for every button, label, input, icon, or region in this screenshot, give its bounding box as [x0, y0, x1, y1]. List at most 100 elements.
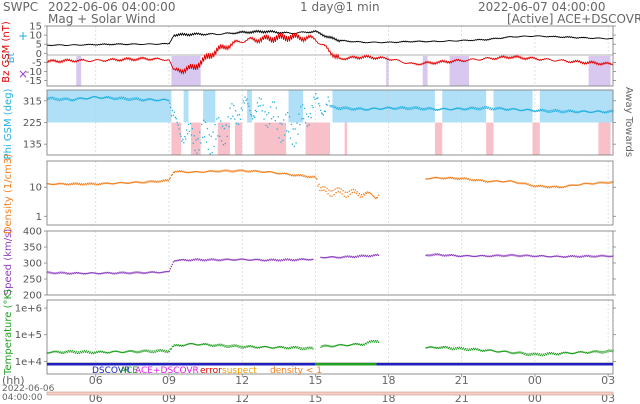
speed-point: [135, 271, 137, 273]
temperature-point: [219, 343, 221, 345]
speed-point: [515, 255, 517, 257]
density-point: [477, 179, 480, 181]
phi-point: [304, 122, 307, 124]
phi-point: [371, 107, 374, 110]
density-point: [598, 182, 600, 184]
phi-point: [563, 111, 565, 114]
density-point: [600, 182, 602, 184]
temperature-point: [548, 352, 551, 354]
density-point: [502, 181, 504, 183]
temperature-point: [126, 351, 128, 353]
time-slider-track[interactable]: [46, 391, 614, 396]
speed-point: [193, 259, 196, 261]
phi-point: [499, 106, 501, 109]
phi-point: [60, 99, 62, 101]
temperature-point: [71, 350, 73, 352]
phi-point: [360, 108, 362, 110]
temperature-point: [301, 347, 303, 349]
speed-point: [161, 271, 163, 273]
temperature-point: [244, 347, 246, 349]
phi-point: [91, 96, 93, 98]
phi-point: [296, 122, 298, 124]
phi-point: [104, 97, 107, 99]
phi-point: [584, 110, 586, 112]
density-point: [304, 175, 306, 177]
temperature-point: [61, 351, 63, 353]
speed-point: [431, 254, 433, 257]
temperature-point: [298, 347, 300, 350]
temperature-point: [435, 347, 437, 349]
phi-point: [437, 108, 440, 111]
density-point: [176, 170, 179, 172]
density-point: [586, 182, 588, 185]
density-point: [515, 181, 517, 183]
density-point: [321, 189, 323, 192]
phi-point: [451, 109, 453, 111]
speed-point: [140, 272, 142, 274]
density-point: [135, 181, 137, 183]
temperature-point: [587, 352, 589, 354]
phi-point: [211, 152, 213, 154]
density-point: [512, 181, 514, 183]
density-point: [252, 169, 254, 172]
speed-point: [62, 272, 64, 274]
density-point: [588, 183, 590, 185]
phi-point: [408, 108, 410, 111]
density-point: [373, 196, 376, 198]
phi-point: [251, 115, 253, 117]
phi-point: [523, 109, 526, 111]
speed-point: [76, 272, 79, 274]
density-point: [205, 171, 207, 173]
phi-point: [412, 107, 414, 110]
temperature-point: [120, 351, 122, 354]
phi-point: [364, 109, 366, 111]
phi-point: [444, 108, 446, 110]
phi-point: [184, 135, 186, 138]
speed-point: [90, 272, 93, 274]
density-point: [238, 169, 240, 171]
density-point: [144, 181, 146, 183]
phi-point: [227, 116, 229, 118]
phi-point: [554, 109, 557, 111]
speed-point: [346, 255, 348, 257]
density-point: [251, 170, 253, 173]
density-point: [428, 178, 430, 180]
speed-point: [446, 254, 448, 256]
phi-point: [420, 107, 423, 110]
phi-point: [602, 111, 604, 114]
phi-point: [269, 106, 272, 108]
phi-point: [314, 98, 316, 100]
temperature-point: [571, 352, 574, 355]
temperature-point: [155, 349, 157, 352]
density-point: [265, 171, 268, 173]
speed-point: [106, 272, 108, 274]
density-point: [343, 195, 345, 197]
temperature-point: [532, 352, 534, 354]
speed-point: [294, 260, 296, 262]
temperature-point: [575, 352, 577, 354]
speed-point: [264, 259, 267, 261]
density-point: [132, 181, 134, 183]
phi-point: [250, 113, 252, 116]
temperature-point: [83, 350, 86, 352]
density-point: [597, 181, 599, 184]
speed-point: [500, 254, 502, 256]
speed-point: [459, 255, 462, 258]
density-point: [346, 191, 348, 194]
density-point: [467, 177, 470, 180]
speed-point: [158, 272, 160, 274]
temperature-point: [537, 354, 539, 356]
density-point: [229, 170, 231, 173]
density-point: [56, 182, 58, 185]
speed-point: [556, 255, 559, 257]
density-point: [187, 172, 190, 174]
temperature-point: [535, 354, 537, 356]
speed-point: [452, 254, 455, 256]
density-point: [578, 184, 580, 186]
density-point: [59, 183, 61, 185]
phi-point: [491, 107, 493, 110]
temperature-point: [161, 349, 163, 351]
phi-point: [578, 111, 580, 114]
phi-point: [333, 105, 335, 107]
phi-point: [197, 138, 199, 140]
